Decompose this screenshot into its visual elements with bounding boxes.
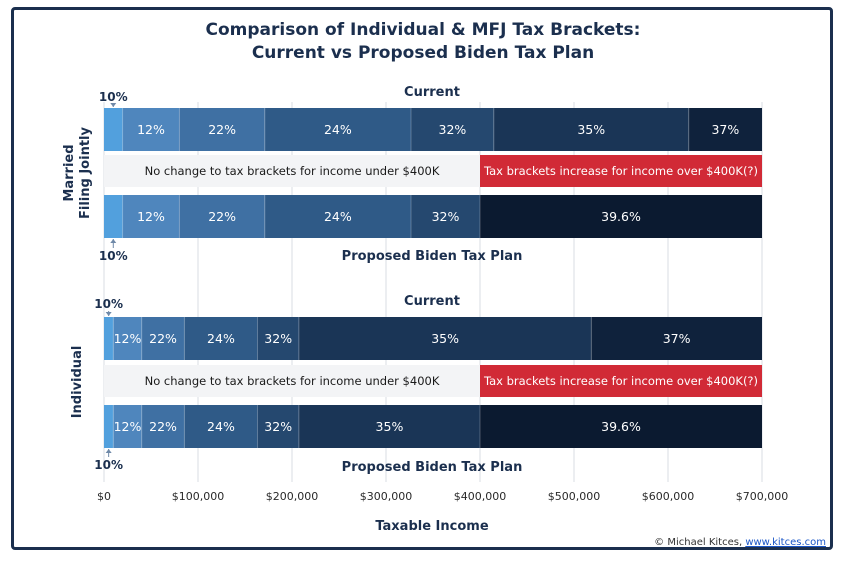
x-tick-label: $600,000 bbox=[642, 490, 695, 503]
credit: © Michael Kitces, www.kitces.com bbox=[654, 537, 826, 548]
x-tick-label: $300,000 bbox=[360, 490, 413, 503]
bracket-bar-10pct bbox=[104, 317, 114, 360]
credit-text: © Michael Kitces, bbox=[654, 537, 745, 548]
bracket-bar-37pct bbox=[688, 108, 762, 151]
bracket-bar-22pct bbox=[179, 108, 265, 151]
bracket-bar-12pct bbox=[122, 108, 180, 151]
bracket-label: 35% bbox=[431, 331, 459, 346]
bracket-label: 37% bbox=[663, 331, 691, 346]
bracket-bar-39-6pct bbox=[480, 195, 762, 238]
bracket-bar-22pct bbox=[141, 317, 185, 360]
arrow-down-icon bbox=[110, 103, 117, 107]
ten-pct-label-top: 10% bbox=[99, 90, 128, 104]
chart-title-line-1: Comparison of Individual & MFJ Tax Brack… bbox=[206, 20, 641, 40]
bracket-bar-32pct bbox=[257, 317, 299, 360]
bracket-bar-24pct bbox=[264, 195, 412, 238]
arrow-down-icon bbox=[105, 312, 112, 316]
group-label: Individual bbox=[70, 346, 85, 419]
group-label-line: Individual bbox=[70, 346, 85, 419]
group-label-line: Filing Jointly bbox=[78, 127, 93, 219]
x-tick-label: $700,000 bbox=[736, 490, 789, 503]
current-label: Current bbox=[404, 294, 460, 309]
note-increase-text: Tax brackets increase for income over $4… bbox=[483, 164, 758, 178]
bracket-bar-22pct bbox=[179, 195, 265, 238]
bracket-label: 12% bbox=[137, 209, 165, 224]
bracket-label: 22% bbox=[149, 419, 177, 434]
note-increase-band bbox=[480, 155, 762, 187]
bracket-label: 12% bbox=[114, 331, 142, 346]
bracket-bar-10pct bbox=[104, 405, 114, 448]
bracket-label: 39.6% bbox=[601, 419, 641, 434]
bracket-bar-24pct bbox=[184, 405, 258, 448]
bracket-label: 35% bbox=[376, 419, 404, 434]
bracket-label: 32% bbox=[264, 419, 292, 434]
text-layer: Comparison of Individual & MFJ Tax Brack… bbox=[62, 20, 826, 548]
bracket-label: 37% bbox=[711, 122, 739, 137]
arrow-up-icon bbox=[110, 239, 117, 243]
ten-pct-label-bottom: 10% bbox=[99, 249, 128, 263]
ten-pct-label-top: 10% bbox=[94, 297, 123, 311]
bracket-bar-39-6pct bbox=[480, 405, 762, 448]
note-no-change-band bbox=[104, 365, 480, 397]
x-axis-title: Taxable Income bbox=[375, 519, 489, 534]
bracket-label: 22% bbox=[208, 122, 236, 137]
proposed-label: Proposed Biden Tax Plan bbox=[342, 460, 523, 475]
chart-title-line-2: Current vs Proposed Biden Tax Plan bbox=[252, 43, 594, 63]
ten-pct-label-bottom: 10% bbox=[94, 458, 123, 472]
bracket-label: 32% bbox=[432, 209, 460, 224]
note-no-change-band bbox=[104, 155, 480, 187]
x-tick-label: $100,000 bbox=[172, 490, 225, 503]
bracket-label: 24% bbox=[207, 331, 235, 346]
bracket-label: 24% bbox=[207, 419, 235, 434]
bracket-bar-35pct bbox=[298, 317, 592, 360]
x-tick-label: $0 bbox=[97, 490, 111, 503]
credit-link[interactable]: www.kitces.com bbox=[745, 537, 826, 548]
current-label: Current bbox=[404, 85, 460, 100]
bracket-bar-35pct bbox=[493, 108, 689, 151]
bracket-bar-24pct bbox=[264, 108, 412, 151]
bracket-bar-32pct bbox=[257, 405, 299, 448]
bracket-bar-35pct bbox=[298, 405, 480, 448]
x-tick-label: $500,000 bbox=[548, 490, 601, 503]
x-tick-label: $200,000 bbox=[266, 490, 319, 503]
bracket-label: 12% bbox=[114, 419, 142, 434]
bracket-label: 35% bbox=[577, 122, 605, 137]
group-label: MarriedFiling Jointly bbox=[62, 127, 93, 219]
bracket-label: 12% bbox=[137, 122, 165, 137]
bracket-bar-32pct bbox=[411, 108, 494, 151]
bracket-bar-24pct bbox=[184, 317, 258, 360]
arrow-up-icon bbox=[105, 449, 112, 453]
bracket-label: 24% bbox=[324, 122, 352, 137]
bracket-bar-12pct bbox=[113, 317, 142, 360]
bars-layer bbox=[104, 103, 762, 457]
group-label-line: Married bbox=[62, 144, 77, 201]
note-no-change-text: No change to tax brackets for income und… bbox=[145, 374, 440, 388]
x-tick-label: $400,000 bbox=[454, 490, 507, 503]
bracket-label: 39.6% bbox=[601, 209, 641, 224]
bracket-bar-12pct bbox=[122, 195, 180, 238]
bracket-label: 22% bbox=[149, 331, 177, 346]
bracket-bar-10pct bbox=[104, 108, 123, 151]
bracket-label: 24% bbox=[324, 209, 352, 224]
bracket-bar-22pct bbox=[141, 405, 185, 448]
chart-frame bbox=[11, 7, 833, 550]
bracket-bar-32pct bbox=[411, 195, 480, 238]
bracket-bar-10pct bbox=[104, 195, 123, 238]
proposed-label: Proposed Biden Tax Plan bbox=[342, 249, 523, 264]
note-increase-text: Tax brackets increase for income over $4… bbox=[483, 374, 758, 388]
bracket-label: 22% bbox=[208, 209, 236, 224]
note-no-change-text: No change to tax brackets for income und… bbox=[145, 164, 440, 178]
bracket-label: 32% bbox=[264, 331, 292, 346]
bracket-bar-12pct bbox=[113, 405, 142, 448]
bracket-bar-37pct bbox=[591, 317, 762, 360]
note-increase-band bbox=[480, 365, 762, 397]
bracket-label: 32% bbox=[439, 122, 467, 137]
